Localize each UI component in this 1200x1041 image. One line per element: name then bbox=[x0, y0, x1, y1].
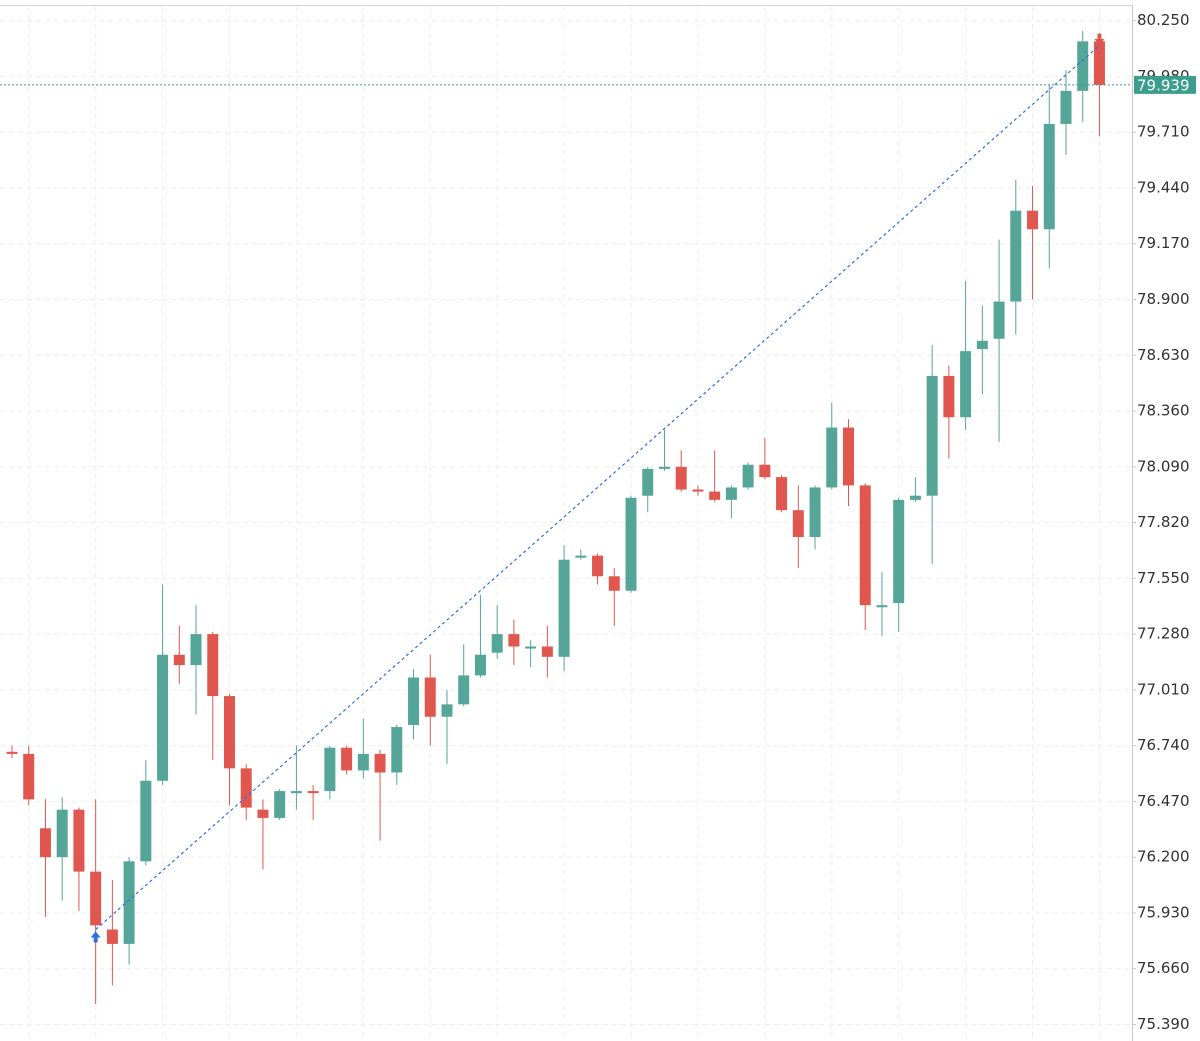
y-tick-label: 80.250 bbox=[1137, 11, 1190, 29]
last-price-label: 79.939 bbox=[1137, 76, 1190, 94]
candle-body bbox=[424, 677, 436, 717]
candle-body bbox=[73, 809, 85, 872]
candle-body bbox=[240, 768, 252, 808]
y-tick-label: 76.200 bbox=[1137, 848, 1190, 866]
candle-body bbox=[943, 375, 955, 418]
candle-body bbox=[1060, 90, 1072, 124]
y-tick-label: 77.010 bbox=[1137, 680, 1190, 698]
buy-arrow bbox=[90, 931, 101, 943]
candle-body bbox=[776, 477, 788, 511]
candle-body bbox=[290, 791, 302, 794]
sell-arrow bbox=[1094, 34, 1105, 46]
candle-body bbox=[441, 704, 453, 717]
candle-body bbox=[809, 487, 821, 538]
candle-body bbox=[759, 464, 771, 478]
y-tick-label: 78.360 bbox=[1137, 402, 1190, 420]
candle-body bbox=[341, 747, 353, 771]
y-tick-label: 77.820 bbox=[1137, 513, 1190, 531]
last-price-box bbox=[1134, 75, 1196, 94]
candle-body bbox=[1093, 41, 1105, 85]
candle-body bbox=[692, 489, 704, 492]
y-tick-label: 79.440 bbox=[1137, 178, 1190, 196]
candle-body bbox=[374, 753, 386, 773]
candle-body bbox=[508, 634, 520, 647]
y-tick-label: 75.930 bbox=[1137, 903, 1190, 921]
candle-body bbox=[993, 301, 1005, 339]
candle-body bbox=[257, 809, 269, 818]
candle-body bbox=[725, 487, 737, 500]
y-tick-label: 77.550 bbox=[1137, 569, 1190, 587]
candle-body bbox=[357, 753, 369, 771]
candle-body bbox=[843, 427, 854, 486]
candle-body bbox=[1077, 41, 1089, 91]
candle-body bbox=[157, 654, 169, 781]
candle-body bbox=[592, 555, 604, 577]
candle-body bbox=[909, 495, 921, 500]
candle-body bbox=[893, 499, 905, 604]
candle-body bbox=[274, 791, 286, 818]
candle-body bbox=[709, 491, 721, 500]
candle-body bbox=[675, 466, 687, 490]
candle-body bbox=[960, 351, 972, 418]
candle-body bbox=[625, 497, 637, 591]
candle-body bbox=[173, 654, 185, 666]
y-tick-label: 78.630 bbox=[1137, 346, 1190, 364]
candle-body bbox=[458, 675, 470, 705]
y-tick-label: 77.280 bbox=[1137, 625, 1190, 643]
candle-body bbox=[474, 654, 486, 676]
candle-body bbox=[826, 427, 838, 488]
y-tick-label: 79.170 bbox=[1137, 234, 1190, 252]
candle-body bbox=[642, 468, 654, 496]
candle-body bbox=[6, 751, 18, 754]
trendline bbox=[95, 44, 1100, 930]
candle-body bbox=[742, 464, 754, 488]
candle-body bbox=[23, 753, 35, 800]
candle-body bbox=[541, 646, 553, 657]
candle-body bbox=[575, 555, 587, 558]
candle-body bbox=[106, 929, 118, 944]
candle-body bbox=[90, 871, 102, 926]
candle-body bbox=[658, 466, 670, 469]
candle-body bbox=[1010, 210, 1022, 302]
candle-body bbox=[859, 485, 871, 606]
candle-body bbox=[876, 605, 888, 608]
y-tick-label: 78.090 bbox=[1137, 457, 1190, 475]
candle-body bbox=[391, 727, 403, 773]
y-tick-label: 75.390 bbox=[1137, 1015, 1190, 1033]
candle-body bbox=[408, 677, 420, 725]
candle-body bbox=[324, 747, 336, 792]
y-tick-label: 79.710 bbox=[1137, 123, 1190, 141]
candle-body bbox=[525, 646, 537, 649]
candle-body bbox=[207, 634, 219, 697]
candle-body bbox=[1043, 123, 1055, 230]
candle-body bbox=[307, 791, 319, 794]
candle-body bbox=[56, 809, 68, 858]
y-tick-label: 76.740 bbox=[1137, 736, 1190, 754]
candle-body bbox=[491, 634, 503, 653]
candle-body bbox=[39, 828, 51, 858]
candle-body bbox=[558, 559, 570, 657]
candle-body bbox=[140, 780, 152, 862]
candle-body bbox=[123, 861, 135, 944]
y-tick-label: 76.470 bbox=[1137, 792, 1190, 810]
candle-body bbox=[608, 576, 620, 591]
candle-body bbox=[190, 634, 202, 666]
candle-body bbox=[792, 510, 804, 538]
y-tick-label: 78.900 bbox=[1137, 290, 1190, 308]
candle-body bbox=[976, 340, 988, 350]
candle-body bbox=[223, 696, 235, 769]
candle-body bbox=[1027, 210, 1039, 230]
candle-body bbox=[926, 375, 938, 496]
y-tick-label: 75.660 bbox=[1137, 959, 1190, 977]
